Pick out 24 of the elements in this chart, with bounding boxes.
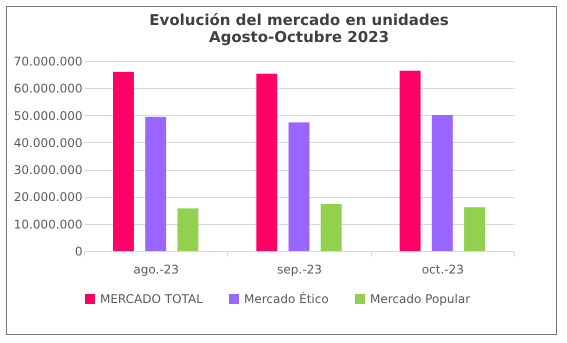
bar (112, 72, 134, 251)
y-tick-label: 70.000.000 (14, 54, 82, 68)
y-tick-label: 0 (74, 244, 82, 258)
bar (177, 208, 198, 251)
bar (400, 70, 421, 251)
y-tick-label: 30.000.000 (14, 163, 82, 178)
x-tick-label: sep.-23 (277, 262, 322, 276)
legend-label: Mercado Ético (244, 291, 329, 306)
y-tick-label: 20.000.000 (14, 190, 82, 204)
y-tick-label: 60.000.000 (14, 82, 82, 96)
y-tick-label: 40.000.000 (14, 136, 82, 150)
x-tick-label: oct.-23 (422, 262, 464, 276)
bar (288, 122, 310, 251)
y-tick-label: 10.000.000 (14, 217, 82, 232)
bar (145, 116, 166, 251)
bar (320, 204, 342, 251)
bar (464, 207, 486, 251)
bar (432, 115, 453, 251)
bar (256, 74, 278, 251)
x-tick-label: ago.-23 (133, 262, 179, 276)
legend-label: MERCADO TOTAL (100, 292, 204, 306)
legend-label: Mercado Popular (370, 292, 470, 306)
y-tick-label: 50.000.000 (14, 108, 82, 123)
chart-title: Evolución del mercado en unidades Agosto-Octubre 2023 (149, 11, 449, 46)
